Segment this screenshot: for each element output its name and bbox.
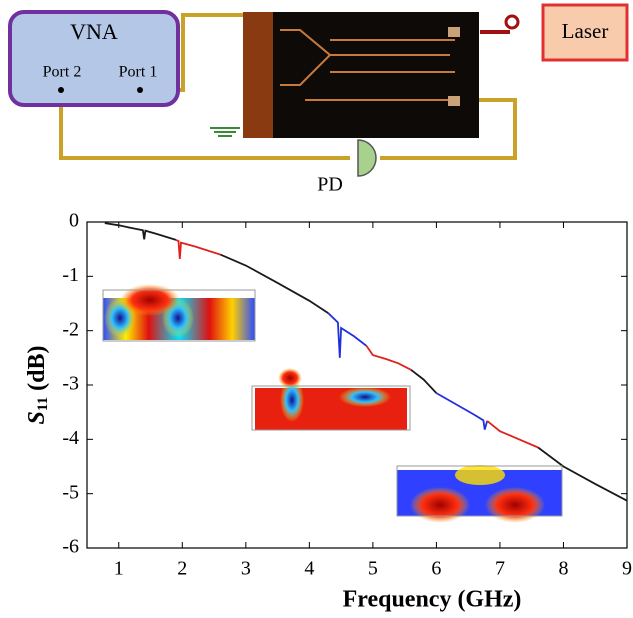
pd-label: PD (317, 174, 343, 196)
line-series (105, 223, 176, 240)
y-tick-label: -3 (62, 373, 79, 395)
vna-label: VNA (70, 19, 118, 44)
inset (252, 368, 410, 430)
x-tick-label: 2 (177, 558, 187, 580)
ground (210, 128, 240, 136)
port-label: Port 1 (119, 64, 158, 81)
y-tick-label: -5 (62, 481, 79, 503)
x-tick-label: 9 (622, 558, 632, 580)
inset (103, 284, 255, 341)
port-label: Port 2 (43, 64, 82, 81)
y-axis-label-unit: (dB) (24, 346, 50, 391)
x-tick-label: 1 (114, 558, 124, 580)
x-tick-label: 5 (368, 558, 378, 580)
photodetector (358, 140, 376, 176)
y-tick-label: -6 (62, 536, 79, 558)
line-series (367, 346, 412, 370)
x-tick-label: 6 (431, 558, 441, 580)
line-series (436, 393, 487, 430)
x-tick-label: 3 (241, 558, 251, 580)
line-series (487, 421, 538, 448)
y-tick-label: 0 (69, 210, 79, 232)
y-tick-label: -2 (62, 318, 79, 340)
chip-pad (448, 96, 460, 106)
laser-label: Laser (562, 19, 609, 43)
chip (243, 12, 479, 138)
inset (397, 465, 562, 523)
port (137, 87, 143, 93)
laser-source (506, 16, 518, 28)
chip-pad (243, 12, 273, 138)
port (58, 87, 64, 93)
x-tick-label: 8 (558, 558, 568, 580)
line-series (176, 240, 221, 259)
y-tick-label: -4 (62, 427, 79, 449)
x-axis-label: Frequency (GHz) (343, 587, 522, 613)
line-series (328, 313, 366, 358)
x-tick-label: 4 (304, 558, 314, 580)
y-tick-label: -1 (62, 264, 79, 286)
y-axis-label-symbol: S (24, 411, 50, 424)
y-axis-label: S11 (dB) (24, 346, 52, 425)
chip-pad (448, 27, 460, 37)
figure: VNA Port 2 Port 1 PD Laser 1 2 3 4 5 6 7 8 9 0 -1 -… (0, 0, 633, 618)
y-axis-label-sub: 11 (35, 397, 51, 411)
line-series (411, 370, 436, 393)
x-tick-label: 7 (495, 558, 505, 580)
mode-insets (103, 284, 562, 523)
